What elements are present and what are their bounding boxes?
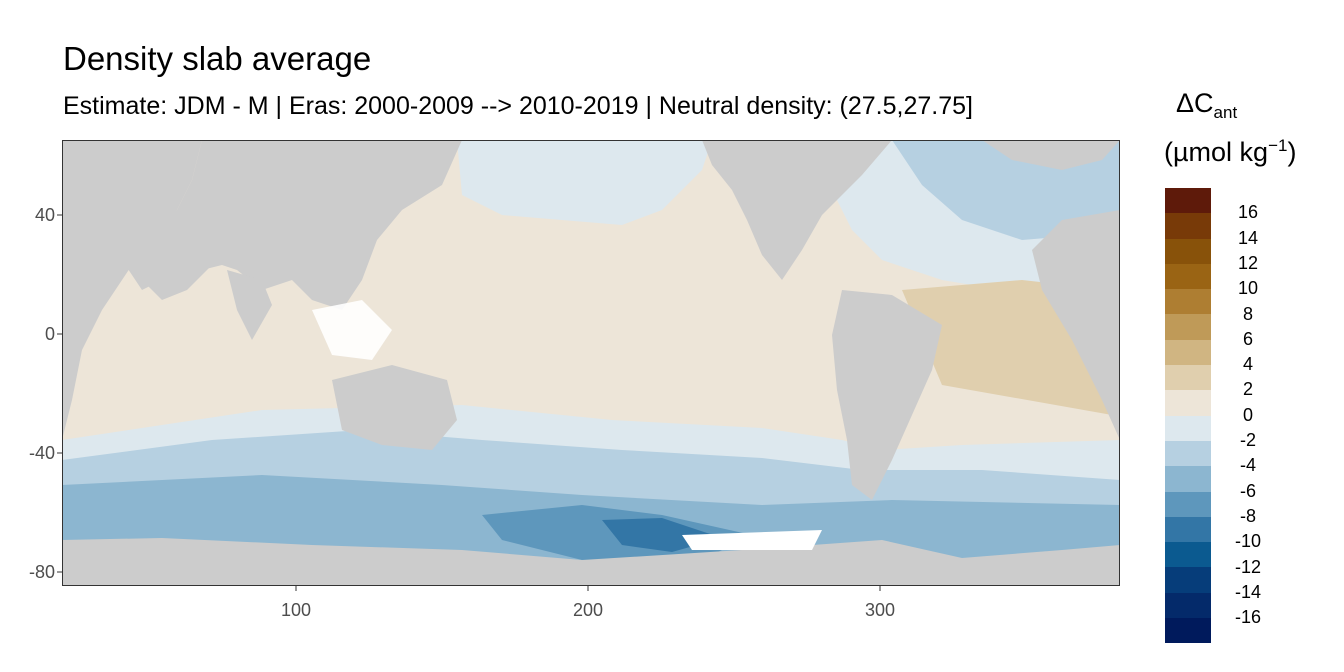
- legend-swatch-4: [1165, 289, 1211, 315]
- legend-title-subscript: ant: [1213, 103, 1238, 122]
- legend-swatch-14: [1165, 542, 1211, 568]
- y-tick-label-neg40: -40: [28, 443, 55, 463]
- legend-unit-suffix: ): [1287, 137, 1297, 167]
- legend-unit-superscript: −1: [1268, 136, 1288, 155]
- legend-label-8: 0: [1242, 404, 1253, 425]
- antarctica-landmass: [62, 538, 1120, 586]
- legend-label-11: -6: [1239, 480, 1256, 501]
- legend-swatch-3: [1165, 263, 1211, 290]
- legend-swatch-15: [1165, 567, 1211, 593]
- legend-swatch-12: [1165, 491, 1211, 517]
- legend-label-14: -12: [1234, 556, 1261, 577]
- legend-unit-prefix: (µmol kg: [1164, 137, 1269, 167]
- x-tick-label-300: 300: [864, 600, 896, 620]
- indonesian-archipelago-nodata: [312, 300, 392, 360]
- legend-label-10: -4: [1239, 455, 1256, 476]
- map-svg: [62, 140, 1120, 586]
- legend-swatch-8: [1165, 390, 1211, 416]
- legend-swatch-0: [1165, 188, 1211, 214]
- legend-title: ΔCant: [1176, 88, 1237, 123]
- chart-title: Density slab average: [63, 40, 372, 77]
- australia-landmass: [332, 365, 457, 450]
- legend-label-15: -14: [1234, 581, 1261, 602]
- legend-label-16: -16: [1234, 607, 1261, 628]
- y-tick-label-40: 40: [34, 205, 55, 225]
- south-america-landmass: [832, 290, 942, 500]
- legend-label-13: -10: [1234, 531, 1261, 552]
- y-tick-label-neg80: -80: [28, 562, 55, 582]
- legend-swatch-5: [1165, 314, 1211, 340]
- north-america-landmass: [702, 140, 892, 280]
- greenland-landmass: [982, 140, 1120, 170]
- legend-swatch-16: [1165, 592, 1211, 619]
- legend-label-7: 2: [1242, 379, 1253, 400]
- legend-label-2: 12: [1237, 252, 1259, 273]
- legend-title-text: ΔC: [1176, 88, 1214, 118]
- chart-subtitle: Estimate: JDM - M | Eras: 2000-2009 --> …: [63, 92, 973, 120]
- map-border: [62, 140, 1120, 586]
- legend-colorbar: [1165, 188, 1211, 644]
- legend-swatch-17: [1165, 618, 1211, 644]
- legend-swatch-6: [1165, 339, 1211, 366]
- legend-label-0: 16: [1237, 202, 1259, 223]
- legend-swatch-9: [1165, 415, 1211, 441]
- legend-swatch-2: [1165, 238, 1211, 264]
- legend-label-9: -2: [1239, 430, 1256, 450]
- x-tick-label-100: 100: [280, 600, 312, 620]
- map-panel: [62, 140, 1120, 586]
- x-tick-label-200: 200: [572, 600, 604, 620]
- legend-label-1: 14: [1237, 227, 1259, 248]
- legend-label-12: -8: [1239, 505, 1256, 526]
- legend-label-6: 4: [1242, 354, 1253, 375]
- y-tick-label-0: 0: [44, 324, 55, 344]
- antarctic-coast-nodata: [682, 530, 822, 550]
- europe-africa-east: [1032, 210, 1120, 440]
- indian-subcontinent: [227, 270, 272, 340]
- legend-label-4: 8: [1242, 303, 1253, 324]
- north-pacific-negative-band: [457, 140, 712, 225]
- africa-landmass: [62, 140, 202, 440]
- legend-swatch-11: [1165, 466, 1211, 492]
- legend-label-5: 6: [1242, 328, 1253, 349]
- legend-swatch-10: [1165, 440, 1211, 467]
- legend-label-3: 10: [1237, 278, 1259, 299]
- legend-swatch-13: [1165, 516, 1211, 543]
- legend-swatch-1: [1165, 213, 1211, 239]
- legend-unit: (µmol kg−1): [1164, 136, 1296, 168]
- legend-swatch-7: [1165, 365, 1211, 391]
- arabian-peninsula: [147, 250, 212, 300]
